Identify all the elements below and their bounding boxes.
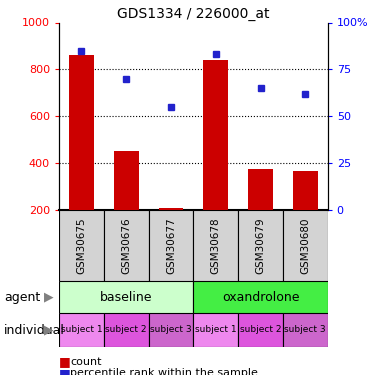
- Text: ▶: ▶: [44, 291, 53, 304]
- Bar: [193, 210, 238, 281]
- Bar: [193, 313, 238, 347]
- Text: GSM30678: GSM30678: [211, 217, 221, 274]
- Text: GSM30675: GSM30675: [77, 217, 86, 274]
- Bar: [59, 210, 104, 281]
- Text: ■: ■: [59, 367, 71, 375]
- Text: ▶: ▶: [44, 324, 53, 336]
- Bar: [238, 210, 283, 281]
- Text: subject 3: subject 3: [285, 326, 326, 334]
- Text: subject 3: subject 3: [150, 326, 192, 334]
- Bar: [149, 210, 193, 281]
- Text: subject 1: subject 1: [195, 326, 237, 334]
- Bar: [104, 210, 149, 281]
- Text: subject 2: subject 2: [240, 326, 281, 334]
- Text: GSM30677: GSM30677: [166, 217, 176, 274]
- Bar: [114, 152, 139, 210]
- Text: subject 1: subject 1: [61, 326, 102, 334]
- Bar: [283, 313, 328, 347]
- Bar: [203, 60, 228, 210]
- Title: GDS1334 / 226000_at: GDS1334 / 226000_at: [117, 8, 270, 21]
- Bar: [193, 281, 328, 313]
- Text: GSM30679: GSM30679: [256, 217, 266, 274]
- Text: count: count: [70, 357, 102, 367]
- Text: individual: individual: [4, 324, 65, 336]
- Text: GSM30680: GSM30680: [300, 217, 310, 274]
- Bar: [293, 171, 318, 210]
- Text: agent: agent: [4, 291, 40, 304]
- Text: baseline: baseline: [100, 291, 152, 304]
- Bar: [158, 208, 183, 210]
- Text: percentile rank within the sample: percentile rank within the sample: [70, 368, 258, 375]
- Bar: [238, 313, 283, 347]
- Bar: [149, 313, 193, 347]
- Text: GSM30676: GSM30676: [121, 217, 131, 274]
- Text: subject 2: subject 2: [106, 326, 147, 334]
- Bar: [69, 56, 94, 210]
- Bar: [59, 281, 193, 313]
- Bar: [104, 313, 149, 347]
- Bar: [283, 210, 328, 281]
- Text: ■: ■: [59, 356, 71, 368]
- Text: oxandrolone: oxandrolone: [222, 291, 299, 304]
- Bar: [248, 169, 273, 210]
- Bar: [59, 313, 104, 347]
